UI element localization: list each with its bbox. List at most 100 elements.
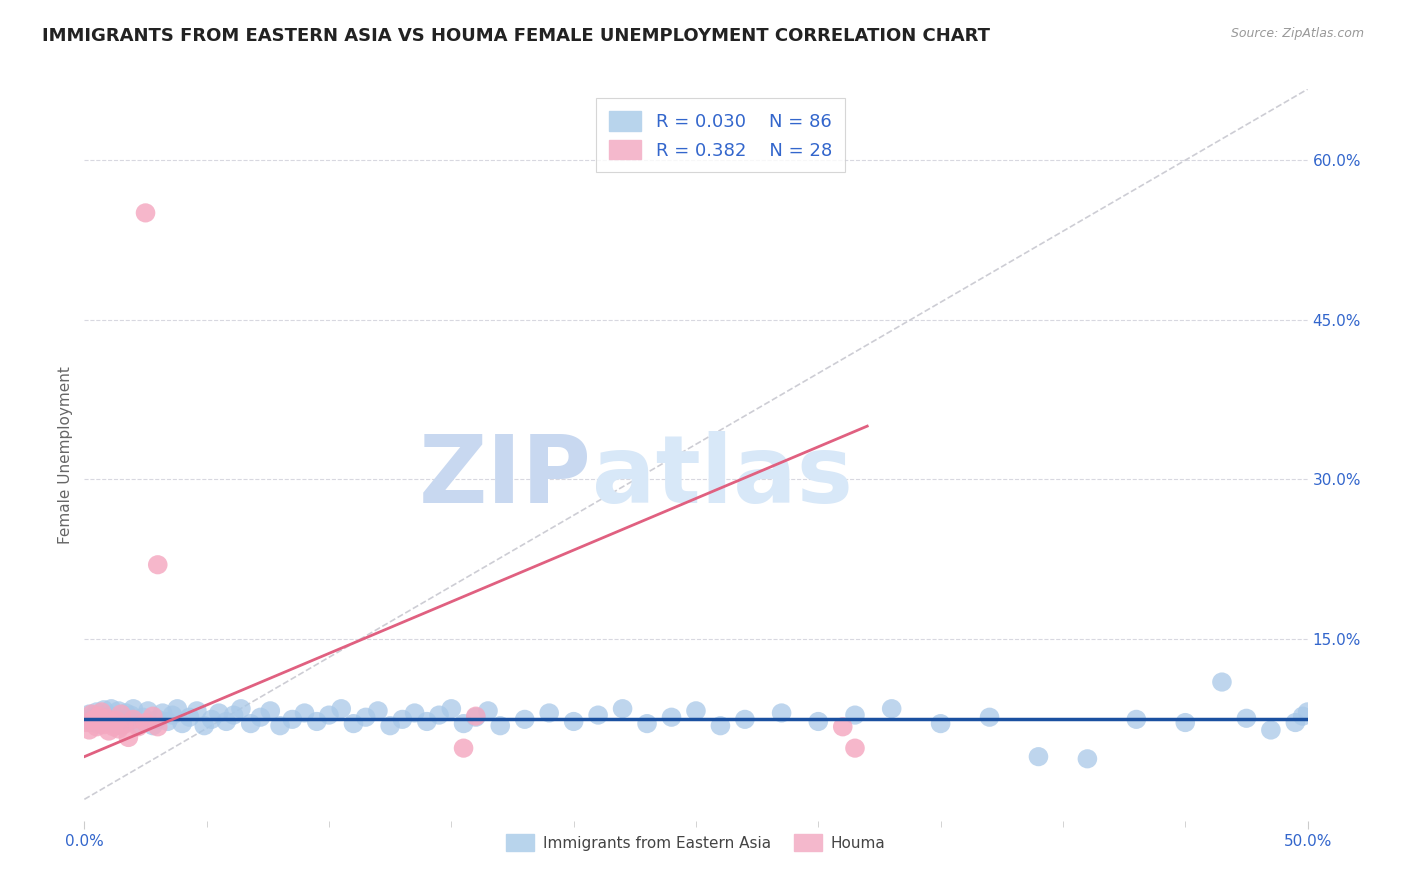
Ellipse shape (138, 701, 157, 721)
Ellipse shape (194, 716, 214, 735)
Ellipse shape (564, 712, 583, 731)
Ellipse shape (108, 719, 128, 739)
Ellipse shape (187, 701, 207, 721)
Ellipse shape (686, 701, 706, 721)
Ellipse shape (260, 701, 280, 721)
Ellipse shape (107, 707, 127, 727)
Ellipse shape (1298, 702, 1317, 722)
Ellipse shape (104, 714, 124, 733)
Ellipse shape (157, 712, 177, 731)
Ellipse shape (98, 706, 118, 724)
Ellipse shape (231, 699, 250, 718)
Ellipse shape (931, 714, 950, 733)
Ellipse shape (307, 712, 326, 731)
Ellipse shape (101, 699, 121, 718)
Ellipse shape (104, 717, 124, 737)
Ellipse shape (465, 706, 485, 726)
Ellipse shape (418, 712, 437, 731)
Ellipse shape (101, 713, 121, 732)
Ellipse shape (77, 710, 97, 729)
Ellipse shape (1175, 713, 1195, 732)
Ellipse shape (173, 714, 193, 733)
Ellipse shape (124, 710, 143, 729)
Ellipse shape (454, 714, 474, 733)
Ellipse shape (1285, 713, 1305, 732)
Ellipse shape (89, 715, 108, 734)
Ellipse shape (167, 699, 187, 718)
Ellipse shape (143, 706, 163, 726)
Ellipse shape (82, 705, 101, 723)
Ellipse shape (662, 707, 682, 727)
Ellipse shape (84, 710, 104, 729)
Text: Source: ZipAtlas.com: Source: ZipAtlas.com (1230, 27, 1364, 40)
Ellipse shape (98, 722, 118, 740)
Ellipse shape (270, 716, 290, 735)
Ellipse shape (1029, 747, 1049, 766)
Ellipse shape (441, 699, 461, 718)
Ellipse shape (1077, 749, 1097, 768)
Ellipse shape (1237, 708, 1256, 728)
Ellipse shape (87, 702, 107, 722)
Ellipse shape (118, 712, 138, 731)
Ellipse shape (1126, 710, 1146, 729)
Ellipse shape (136, 713, 155, 732)
Ellipse shape (240, 714, 260, 733)
Ellipse shape (128, 714, 148, 733)
Ellipse shape (224, 706, 243, 724)
Ellipse shape (478, 701, 498, 721)
Ellipse shape (87, 717, 107, 737)
Ellipse shape (202, 710, 221, 729)
Ellipse shape (136, 203, 155, 222)
Ellipse shape (540, 704, 560, 723)
Ellipse shape (94, 700, 114, 719)
Ellipse shape (97, 712, 117, 731)
Ellipse shape (491, 716, 510, 735)
Ellipse shape (588, 706, 607, 724)
Ellipse shape (111, 705, 131, 723)
Ellipse shape (121, 706, 141, 724)
Ellipse shape (405, 704, 425, 723)
Ellipse shape (845, 706, 865, 724)
Ellipse shape (77, 713, 97, 732)
Y-axis label: Female Unemployment: Female Unemployment (58, 366, 73, 544)
Ellipse shape (772, 704, 792, 723)
Ellipse shape (637, 714, 657, 733)
Ellipse shape (515, 710, 534, 729)
Ellipse shape (356, 707, 375, 727)
Ellipse shape (283, 710, 302, 729)
Ellipse shape (91, 702, 111, 722)
Ellipse shape (209, 704, 229, 723)
Ellipse shape (295, 704, 315, 723)
Ellipse shape (882, 699, 901, 718)
Ellipse shape (845, 739, 865, 757)
Ellipse shape (368, 701, 388, 721)
Ellipse shape (163, 706, 183, 724)
Ellipse shape (128, 717, 148, 737)
Ellipse shape (134, 707, 153, 727)
Ellipse shape (250, 707, 270, 727)
Ellipse shape (124, 699, 143, 718)
Text: ZIP: ZIP (419, 431, 592, 523)
Ellipse shape (832, 717, 852, 737)
Ellipse shape (118, 728, 138, 747)
Ellipse shape (217, 712, 236, 731)
Ellipse shape (94, 715, 114, 734)
Ellipse shape (392, 710, 412, 729)
Ellipse shape (332, 699, 352, 718)
Ellipse shape (80, 721, 98, 739)
Ellipse shape (143, 716, 163, 735)
Ellipse shape (148, 555, 167, 574)
Ellipse shape (735, 710, 755, 729)
Ellipse shape (117, 704, 136, 723)
Text: atlas: atlas (592, 431, 853, 523)
Ellipse shape (114, 710, 134, 729)
Ellipse shape (343, 714, 363, 733)
Ellipse shape (613, 699, 633, 718)
Ellipse shape (91, 708, 111, 728)
Ellipse shape (107, 711, 127, 730)
Ellipse shape (153, 704, 173, 723)
Ellipse shape (454, 739, 474, 757)
Ellipse shape (710, 716, 730, 735)
Ellipse shape (111, 716, 131, 735)
Ellipse shape (808, 712, 828, 731)
